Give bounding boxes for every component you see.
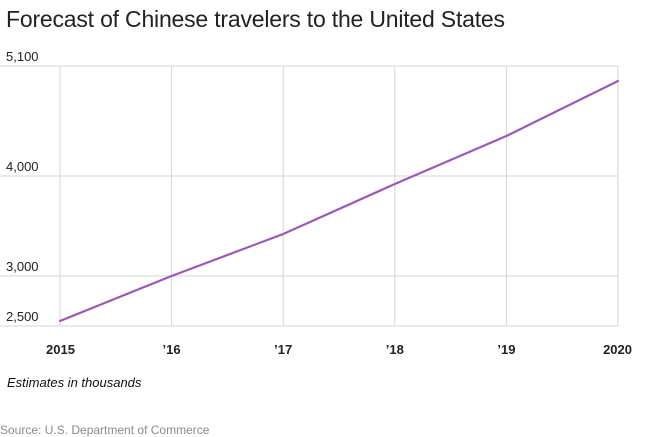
x-tick-label: 2020 (603, 342, 632, 357)
source-credit: Source: U.S. Department of Commerce (0, 423, 210, 437)
x-tick-label: ’18 (386, 342, 404, 357)
chart-title: Forecast of Chinese travelers to the Uni… (6, 6, 505, 32)
x-tick-label: ’16 (163, 342, 181, 357)
x-tick-label: ’19 (497, 342, 515, 357)
y-axis: 2,500 3,000 4,000 5,100 (6, 49, 39, 324)
y-tick-label: 3,000 (6, 259, 39, 274)
series-line (58, 79, 620, 323)
y-tick-label: 5,100 (6, 49, 39, 64)
grid (0, 65, 619, 327)
x-axis: 2015 ’16 ’17 ’18 ’19 2020 (46, 342, 632, 357)
series-layer (58, 79, 620, 323)
x-tick-label: ’17 (274, 342, 292, 357)
chart-note: Estimates in thousands (7, 375, 142, 390)
y-tick-label: 2,500 (6, 309, 39, 324)
y-tick-label: 4,000 (6, 159, 39, 174)
x-tick-label: 2015 (46, 342, 75, 357)
